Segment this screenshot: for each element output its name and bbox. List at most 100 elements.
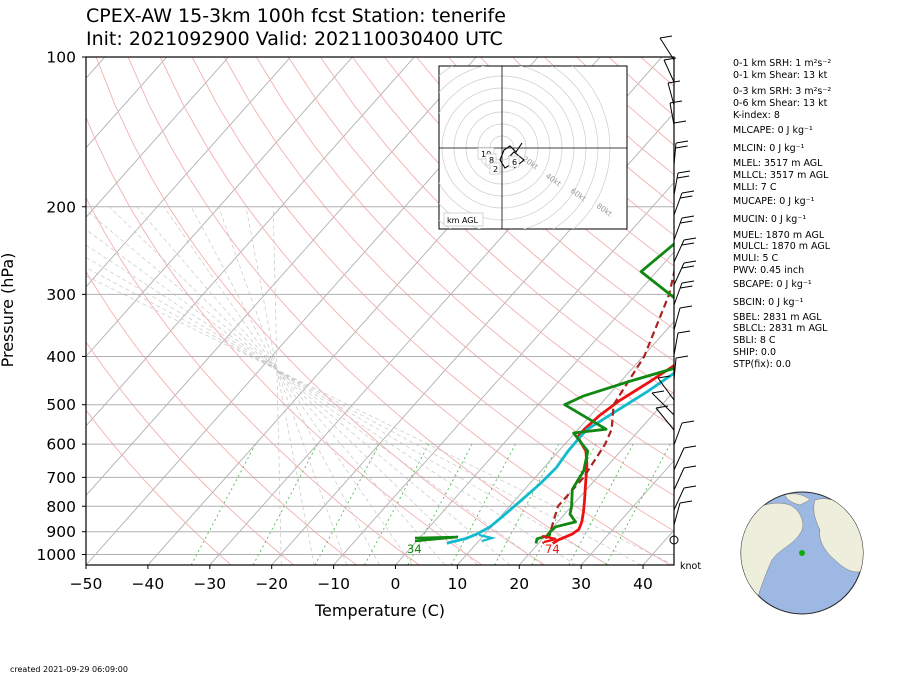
y-tick-label: 300 — [46, 286, 76, 304]
x-tick-label: 20 — [509, 575, 529, 593]
dewpoint-surface-marker — [478, 533, 497, 543]
x-axis-label: Temperature (C) — [314, 601, 445, 620]
wind-barb — [673, 217, 683, 241]
moist-adiabat-line — [136, 206, 446, 565]
wind-barb-flag — [659, 35, 673, 39]
wind-barb-flag — [669, 100, 683, 104]
wind-barb — [673, 172, 679, 196]
sounding-profiles — [414, 242, 674, 545]
wind-barb-flag — [683, 485, 697, 489]
index-line: SHIP: 0.0 — [733, 347, 777, 358]
background-lines — [86, 57, 674, 565]
wind-barb-flag — [681, 280, 695, 284]
index-line: SBLI: 8 C — [733, 335, 776, 346]
wind-barb-flag — [657, 375, 671, 379]
wind-barb — [673, 502, 681, 526]
index-line: SBCAPE: 0 J kg⁻¹ — [733, 279, 812, 290]
moist-adiabat-line — [190, 206, 380, 565]
wind-barb — [673, 239, 685, 263]
hodograph-height-box — [489, 162, 501, 175]
chart-title: CPEX-AW 15-3km 100h fcst Station: teneri… — [86, 5, 506, 27]
index-line: MUCIN: 0 J kg⁻¹ — [733, 214, 807, 225]
hodograph-legend-box — [443, 212, 484, 227]
isotherm-line — [86, 57, 477, 497]
moist-adiabat-line — [272, 206, 282, 565]
wind-barb-flag — [681, 242, 695, 246]
index-line: STP(fix): 0.0 — [733, 359, 791, 370]
wind-barb — [667, 82, 675, 106]
dry-adiabat-line — [287, 57, 674, 428]
mixing-ratio-line — [605, 443, 671, 565]
index-line: MLEL: 3517 m AGL — [733, 158, 823, 169]
wind-barb — [673, 332, 679, 356]
wind-barb — [651, 392, 675, 416]
x-tick-label: −30 — [193, 575, 226, 593]
moist-adiabat-line — [86, 267, 642, 565]
mixing-ratio-line — [252, 443, 318, 565]
y-axis-label: Pressure (hPa) — [0, 253, 17, 368]
index-line: MULI: 5 C — [733, 253, 779, 264]
wind-barb — [655, 407, 675, 431]
isotherm-line — [86, 57, 229, 218]
wind-barb-flag — [683, 445, 697, 449]
wind-barb — [663, 59, 675, 83]
moist-adiabat-line — [163, 206, 413, 565]
mixing-ratio-line — [190, 443, 256, 565]
y-tick-label: 600 — [46, 436, 76, 454]
wind-barb — [673, 192, 683, 216]
index-line: MLLI: 7 C — [733, 182, 777, 193]
dry-adiabat-line — [159, 57, 671, 565]
wind-barb-flag — [681, 420, 695, 424]
temperature-line — [551, 363, 674, 545]
x-tick-label: −20 — [255, 575, 288, 593]
x-tick-label: 10 — [448, 575, 468, 593]
wind-barb — [673, 282, 683, 306]
moist-adiabat-line — [86, 257, 609, 565]
x-tick-label: −40 — [132, 575, 165, 593]
hodograph-height-box — [508, 155, 520, 168]
wind-barb-flag — [677, 170, 691, 174]
y-tick-label: 800 — [46, 498, 76, 516]
dry-adiabat-line — [255, 57, 674, 462]
dry-adiabat-line — [191, 57, 674, 532]
wet-bulb-surface-marker — [414, 535, 459, 543]
wind-barb-flag — [677, 330, 691, 334]
moist-adiabat-line — [86, 244, 576, 565]
hodograph-height-label: 2 — [493, 165, 498, 174]
wind-barb — [657, 377, 675, 401]
y-tick-label: 1000 — [37, 546, 76, 564]
y-tick-label: 200 — [46, 198, 76, 216]
x-tick-label: 40 — [633, 575, 653, 593]
index-line: SBLCL: 2831 m AGL — [733, 323, 828, 334]
dry-adiabat-line — [352, 57, 674, 362]
hodograph-legend: km AGL — [447, 216, 479, 225]
wind-barb — [669, 102, 675, 126]
isotherm-line — [86, 57, 353, 358]
dry-adiabat-line — [95, 57, 546, 565]
wind-barb — [673, 487, 685, 511]
index-line: MUEL: 1870 m AGL — [733, 230, 825, 241]
isotherm-line — [395, 251, 674, 565]
chart-subtitle: Init: 2021092900 Valid: 2021100304​00 UT… — [86, 28, 503, 50]
wind-barb — [673, 262, 685, 286]
index-line: MUCAPE: 0 J kg⁻¹ — [733, 196, 815, 207]
locator-globe-icon — [740, 491, 864, 615]
wet-bulb-line — [534, 242, 674, 544]
wind-barb — [673, 422, 683, 446]
moist-adiabat-line — [86, 275, 674, 565]
y-tick-label: 400 — [46, 348, 76, 366]
isotherm-line — [86, 57, 168, 149]
index-line: 0-6 km Shear: 13 kt — [733, 98, 828, 109]
wind-barb-flag — [651, 390, 665, 394]
surface-labels: 34 74 — [407, 542, 560, 556]
wind-barb-flag — [677, 175, 690, 179]
x-tick-label: −10 — [317, 575, 350, 593]
index-line: MLCAPE: 0 J kg⁻¹ — [733, 125, 813, 136]
isotherm-line — [86, 57, 291, 288]
wind-barb-flag — [681, 215, 695, 219]
index-line: K-index: 8 — [733, 110, 780, 121]
surface-wetbulb-label: 34 — [407, 542, 422, 556]
wind-barb-flag — [679, 500, 693, 504]
